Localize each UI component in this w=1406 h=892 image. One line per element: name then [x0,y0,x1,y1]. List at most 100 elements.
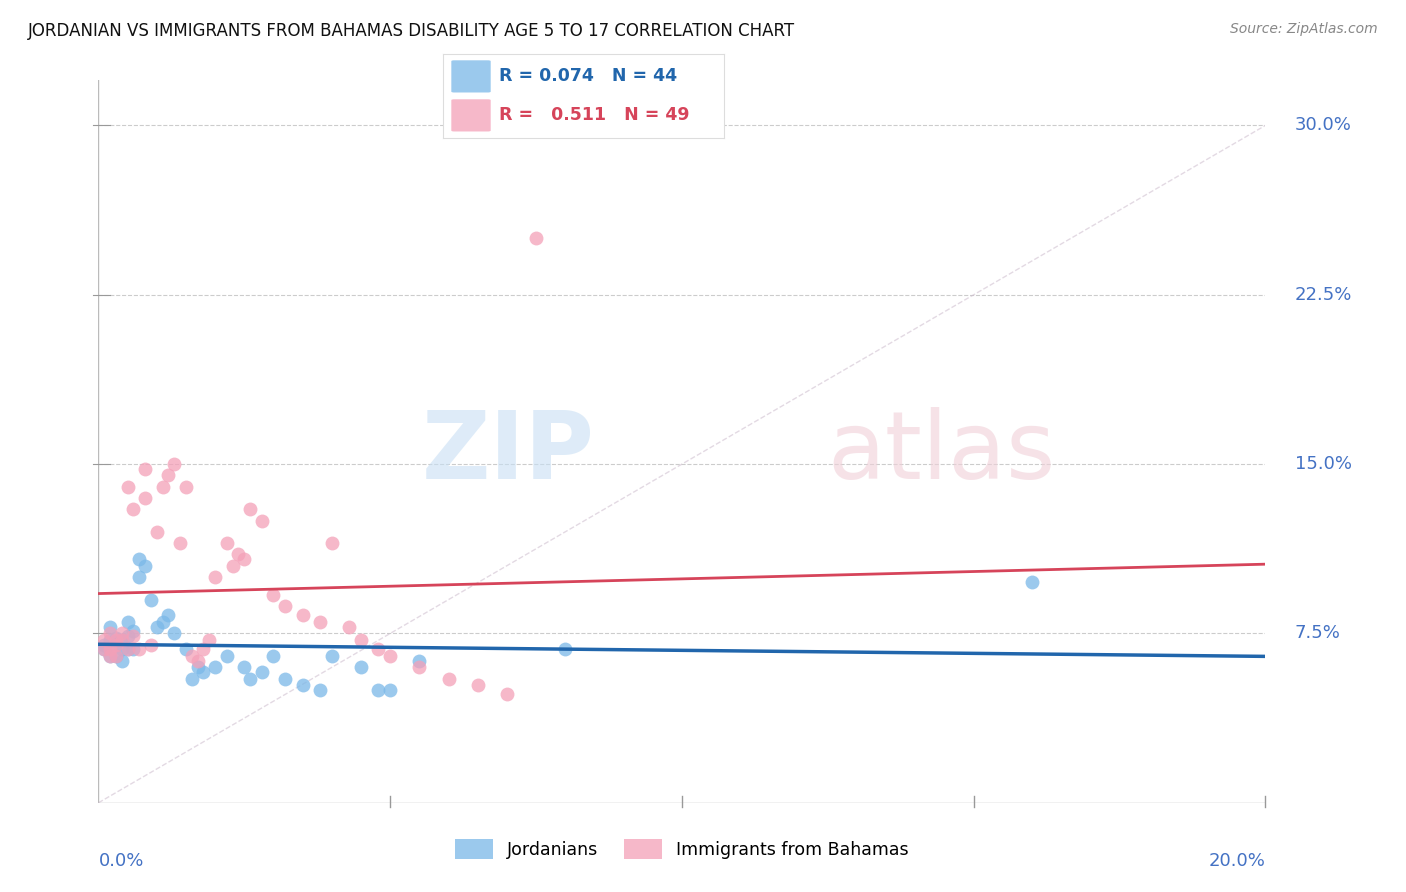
Point [122,624,145,639]
Point [93,642,115,657]
Text: R = 0.074   N = 44: R = 0.074 N = 44 [499,68,678,86]
Point [117,615,139,630]
Point [193,665,215,679]
Point [367,682,389,697]
Text: 22.5%: 22.5% [1295,285,1353,304]
Point [524,231,547,245]
Text: 20.0%: 20.0% [1209,853,1265,871]
Point [104,638,127,652]
Point [163,626,186,640]
Point [134,461,156,475]
Legend: Jordanians, Immigrants from Bahamas: Jordanians, Immigrants from Bahamas [449,832,915,866]
Point [187,654,209,668]
Point [291,678,314,692]
Point [554,642,576,657]
Point [98,633,121,648]
Point [146,620,169,634]
Point [104,633,127,648]
Point [104,631,127,645]
Point [408,654,430,668]
Point [122,629,145,643]
Point [134,491,156,505]
Point [233,552,256,566]
Point [98,648,121,663]
Point [134,558,156,573]
Text: 30.0%: 30.0% [1295,117,1351,135]
Point [98,620,121,634]
Point [93,633,115,648]
Point [98,626,121,640]
Point [321,536,343,550]
Point [111,654,134,668]
Point [157,608,180,623]
Text: atlas: atlas [828,407,1056,499]
Point [215,648,238,663]
FancyBboxPatch shape [451,61,491,93]
Point [250,514,273,528]
Point [215,536,238,550]
Point [309,682,332,697]
Point [204,570,226,584]
Point [321,648,343,663]
Point [380,682,402,697]
Point [117,480,139,494]
Point [193,642,215,657]
Point [337,620,360,634]
Point [93,638,115,652]
Point [111,642,134,657]
Point [111,626,134,640]
Point [350,633,373,648]
Point [128,642,150,657]
Point [408,660,430,674]
Point [262,648,284,663]
Point [111,633,134,648]
Point [128,570,150,584]
Point [122,642,145,657]
Point [139,638,162,652]
Point [187,660,209,674]
Point [198,633,221,648]
Point [169,536,191,550]
Point [152,615,174,630]
Point [104,648,127,663]
Point [350,660,373,674]
Point [367,642,389,657]
Point [104,638,127,652]
Text: R =   0.511   N = 49: R = 0.511 N = 49 [499,105,689,123]
Text: Source: ZipAtlas.com: Source: ZipAtlas.com [1230,22,1378,37]
Point [98,648,121,663]
Point [239,502,262,516]
Text: 7.5%: 7.5% [1295,624,1340,642]
Point [228,548,250,562]
Point [146,524,169,539]
Point [163,457,186,471]
Point [274,599,297,614]
Point [180,672,202,686]
Point [117,629,139,643]
Point [98,642,121,657]
Point [139,592,162,607]
Point [274,672,297,686]
Point [437,672,460,686]
Point [174,642,197,657]
Point [117,642,139,657]
Point [1021,574,1043,589]
FancyBboxPatch shape [451,99,491,131]
Point [117,642,139,657]
Text: ZIP: ZIP [422,407,595,499]
Point [380,648,402,663]
Point [496,687,519,701]
Point [111,633,134,648]
Point [204,660,226,674]
Text: 15.0%: 15.0% [1295,455,1351,473]
Point [291,608,314,623]
Point [122,502,145,516]
Point [104,648,127,663]
Point [221,558,243,573]
Point [157,468,180,483]
Text: JORDANIAN VS IMMIGRANTS FROM BAHAMAS DISABILITY AGE 5 TO 17 CORRELATION CHART: JORDANIAN VS IMMIGRANTS FROM BAHAMAS DIS… [28,22,796,40]
Point [152,480,174,494]
Point [467,678,489,692]
Point [233,660,256,674]
Point [174,480,197,494]
